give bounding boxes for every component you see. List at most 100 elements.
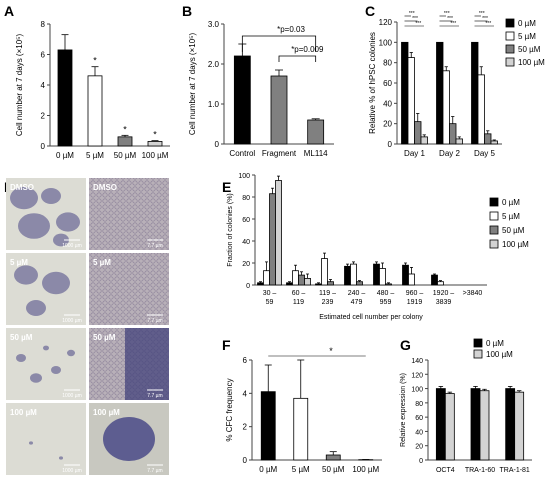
bar bbox=[263, 270, 270, 286]
x-tick-label: 50 µM bbox=[322, 465, 345, 474]
x-tick-label: Day 2 bbox=[439, 149, 460, 158]
micrograph-background bbox=[6, 403, 86, 475]
chart-b: 0 1.0 2.0 3.0 Cell number at 7 days (×10⁵) Co… bbox=[188, 20, 334, 158]
legend-swatch bbox=[505, 57, 515, 67]
panel-letter-b: B bbox=[182, 3, 192, 19]
legend-label: 100 µM bbox=[502, 240, 529, 249]
bar bbox=[435, 388, 446, 461]
legend-swatch bbox=[489, 239, 499, 249]
x-tick-label: 480 – bbox=[377, 290, 395, 297]
colony bbox=[53, 233, 69, 247]
sig-marker: * bbox=[329, 346, 333, 356]
y-tick-label: 4 bbox=[243, 389, 248, 398]
legend-swatch bbox=[489, 211, 499, 221]
scale-bar-label: 7.7 µm bbox=[147, 318, 162, 324]
y-tick-label: 60 bbox=[383, 79, 392, 88]
bar bbox=[269, 193, 276, 286]
bar bbox=[401, 41, 409, 145]
bar bbox=[298, 274, 305, 286]
legend-swatch bbox=[473, 349, 483, 359]
legend-swatch bbox=[489, 225, 499, 235]
x-tick-label: 119 bbox=[293, 299, 304, 306]
bar bbox=[490, 140, 498, 145]
y-tick-label: 80 bbox=[383, 59, 392, 68]
y-tick-label: 4 bbox=[41, 81, 46, 90]
bar bbox=[402, 264, 409, 286]
bar bbox=[505, 388, 516, 461]
legend-label: 5 µM bbox=[502, 212, 520, 221]
bar bbox=[57, 49, 73, 147]
sig-marker: *** bbox=[450, 21, 456, 27]
chart-e: 0 20 40 60 80 100 Fraction of colonies (%) 30 –… bbox=[227, 173, 529, 321]
y-tick-label: 100 bbox=[411, 387, 423, 394]
micrograph-background bbox=[89, 253, 169, 325]
y-tick-label: 40 bbox=[242, 239, 250, 246]
x-tick-label: 1919 bbox=[407, 299, 423, 306]
x-tick-label: Day 5 bbox=[474, 149, 495, 158]
micrograph-grid: DMSO 1000 µm DMSO 7.7 µm 5 µM 1000 µm 5 µM 7.7 … bbox=[6, 178, 169, 475]
chart-g: 0 20 40 60 80 100 120 140 Relative expression (%… bbox=[400, 338, 532, 474]
bar bbox=[356, 281, 363, 286]
y-tick-label: 20 bbox=[383, 120, 392, 129]
x-tick-label: 479 bbox=[351, 299, 363, 306]
significance-marker: * bbox=[153, 130, 157, 140]
x-tick-label: 60 – bbox=[292, 290, 306, 297]
bar bbox=[257, 282, 264, 286]
y-axis-label: Cell number at 7 days (×10⁵) bbox=[188, 33, 197, 136]
scale-bar-label: 1000 µm bbox=[62, 393, 82, 399]
x-tick-label: 100 µM bbox=[142, 151, 169, 160]
x-tick-label: ML114 bbox=[304, 149, 328, 158]
scale-bar-label: 7.7 µm bbox=[147, 393, 162, 399]
x-tick-label: 3839 bbox=[436, 299, 452, 306]
y-tick-label: 20 bbox=[415, 444, 423, 451]
micrograph-background bbox=[89, 178, 169, 250]
bar bbox=[147, 141, 163, 147]
bar bbox=[436, 41, 444, 145]
panel-letter-g: G bbox=[400, 337, 411, 353]
colony bbox=[51, 366, 61, 374]
micrograph-tile: DMSO 1000 µm bbox=[6, 178, 86, 250]
legend-swatch bbox=[505, 18, 515, 28]
colony bbox=[56, 212, 80, 232]
micrograph-tile: 100 µM 7.7 µm bbox=[89, 403, 169, 475]
x-axis-label: Estimated cell number per colony bbox=[319, 314, 423, 321]
micrograph-tile: 50 µM 7.7 µm bbox=[89, 328, 169, 400]
legend-swatch bbox=[489, 197, 499, 207]
sig-marker: *** bbox=[485, 21, 491, 27]
colony bbox=[59, 456, 63, 460]
bar bbox=[479, 390, 490, 461]
bar bbox=[344, 265, 351, 286]
scale-bar-label: 7.7 µm bbox=[147, 468, 162, 474]
bar bbox=[292, 270, 299, 286]
legend-label: 50 µM bbox=[518, 45, 541, 54]
x-tick-label: >3840 bbox=[463, 290, 483, 297]
colony bbox=[43, 345, 49, 351]
chart-a: 0 2 4 6 8 Cell number at 7 days (×10⁵) 0 µM 5 µ… bbox=[15, 20, 170, 160]
y-tick-label: 8 bbox=[41, 20, 46, 29]
y-axis-label: Fraction of colonies (%) bbox=[227, 193, 234, 267]
dense-region bbox=[125, 328, 169, 400]
legend-swatch bbox=[505, 44, 515, 54]
x-tick-label: Fragment bbox=[262, 149, 297, 158]
bar bbox=[270, 75, 288, 145]
bar bbox=[385, 283, 392, 286]
micrograph-tile: DMSO 7.7 µm bbox=[89, 178, 169, 250]
panel-letter-c: C bbox=[365, 3, 375, 19]
colony bbox=[67, 349, 75, 357]
micrograph-label: 50 µM bbox=[10, 333, 33, 342]
y-axis-label: Relative expression (%) bbox=[400, 373, 407, 447]
bar bbox=[117, 136, 133, 147]
micrograph-background bbox=[6, 328, 86, 400]
y-axis-label: Cell number at 7 days (×10⁵) bbox=[15, 34, 24, 137]
legend-label: 5 µM bbox=[518, 32, 536, 41]
sig-marker: *** bbox=[482, 16, 488, 22]
y-tick-label: 100 bbox=[379, 38, 393, 47]
significance-marker: * bbox=[123, 124, 127, 134]
y-tick-label: 40 bbox=[383, 99, 392, 108]
micrograph-tile: 100 µM 1000 µm bbox=[6, 403, 86, 475]
bar bbox=[437, 281, 444, 286]
colony bbox=[26, 300, 46, 316]
y-tick-label: 0 bbox=[243, 456, 248, 465]
